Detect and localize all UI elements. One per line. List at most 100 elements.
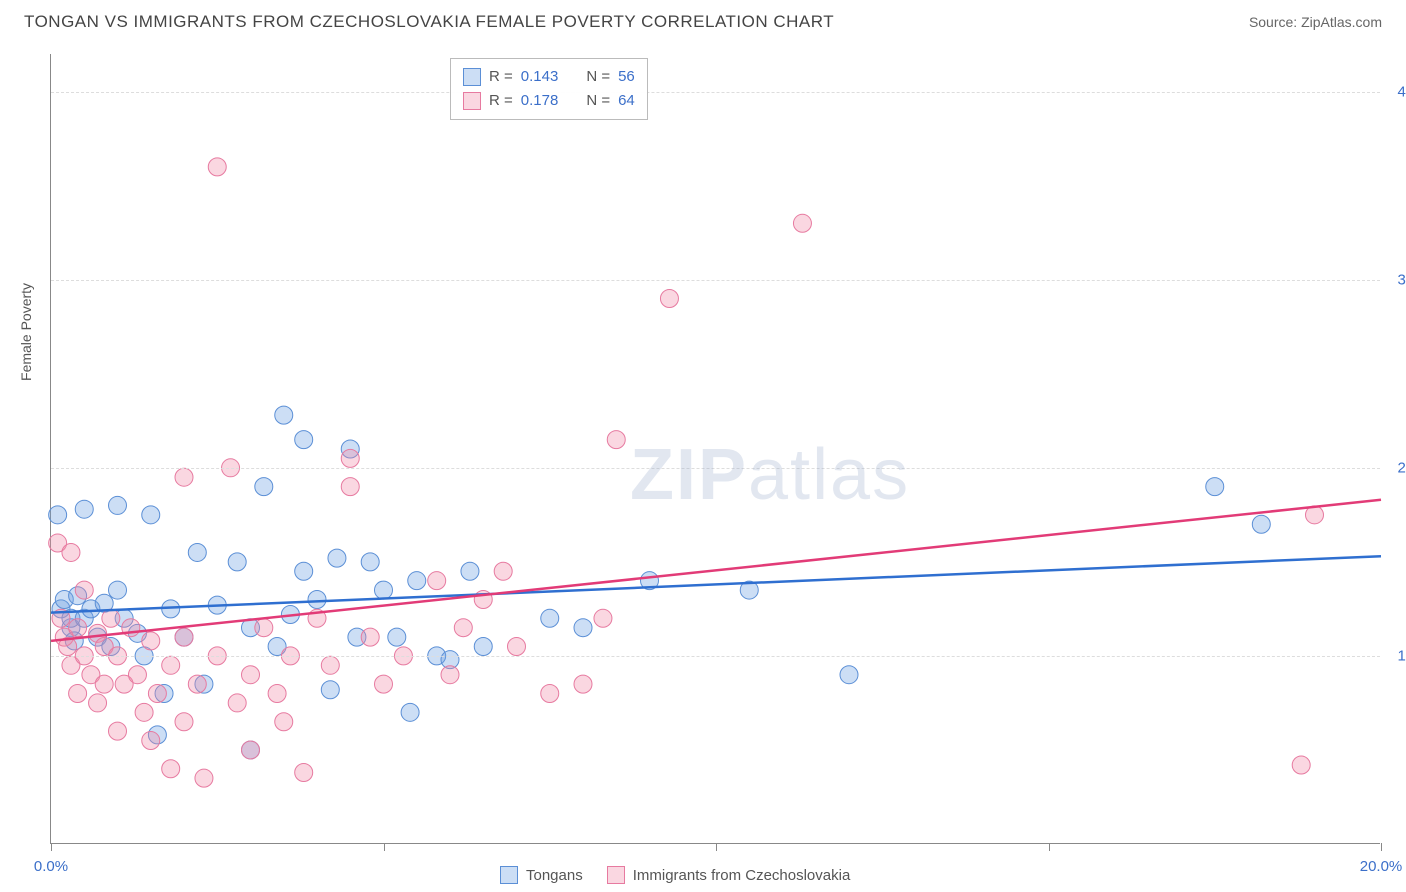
trend-line xyxy=(51,500,1381,641)
data-point xyxy=(109,722,127,740)
data-point xyxy=(541,609,559,627)
data-point xyxy=(388,628,406,646)
r-label: R = xyxy=(489,65,513,89)
x-tick-label: 20.0% xyxy=(1360,858,1403,875)
x-tick xyxy=(1381,843,1382,851)
data-point xyxy=(361,553,379,571)
data-point xyxy=(295,431,313,449)
data-point xyxy=(128,666,146,684)
data-point xyxy=(109,581,127,599)
data-point xyxy=(454,619,472,637)
data-point xyxy=(188,675,206,693)
data-point xyxy=(148,685,166,703)
r-value: 0.143 xyxy=(521,65,559,89)
data-point xyxy=(1252,515,1270,533)
x-tick-label: 0.0% xyxy=(34,858,68,875)
plot-svg xyxy=(51,54,1380,843)
legend-series: Tongans Immigrants from Czechoslovakia xyxy=(500,866,850,884)
data-point xyxy=(574,675,592,693)
data-point xyxy=(793,214,811,232)
data-point xyxy=(142,732,160,750)
data-point xyxy=(175,628,193,646)
n-value: 64 xyxy=(618,89,635,113)
data-point xyxy=(308,590,326,608)
data-point xyxy=(341,478,359,496)
data-point xyxy=(142,506,160,524)
data-point xyxy=(255,619,273,637)
data-point xyxy=(102,609,120,627)
chart-container: 10.0%20.0%30.0%40.0%0.0%20.0% ZIPatlas xyxy=(50,54,1380,844)
gridline-h xyxy=(51,280,1380,281)
n-value: 56 xyxy=(618,65,635,89)
legend-item: Tongans xyxy=(500,866,583,884)
y-tick-label: 10.0% xyxy=(1385,647,1406,664)
trend-line xyxy=(51,556,1381,612)
gridline-h xyxy=(51,92,1380,93)
data-point xyxy=(142,632,160,650)
data-point xyxy=(242,741,260,759)
data-point xyxy=(341,449,359,467)
data-point xyxy=(474,638,492,656)
legend-swatch xyxy=(463,92,481,110)
data-point xyxy=(428,572,446,590)
n-label: N = xyxy=(586,65,610,89)
data-point xyxy=(75,581,93,599)
data-point xyxy=(268,685,286,703)
data-point xyxy=(69,619,87,637)
y-axis-title: Female Poverty xyxy=(18,283,34,381)
chart-title: TONGAN VS IMMIGRANTS FROM CZECHOSLOVAKIA… xyxy=(24,12,834,32)
legend-label: Immigrants from Czechoslovakia xyxy=(633,867,851,884)
data-point xyxy=(275,406,293,424)
legend-swatch xyxy=(607,866,625,884)
legend-row: R = 0.143 N = 56 xyxy=(463,65,635,89)
data-point xyxy=(1292,756,1310,774)
data-point xyxy=(321,656,339,674)
data-point xyxy=(607,431,625,449)
data-point xyxy=(89,694,107,712)
data-point xyxy=(408,572,426,590)
gridline-h xyxy=(51,468,1380,469)
data-point xyxy=(840,666,858,684)
legend-label: Tongans xyxy=(526,867,583,884)
data-point xyxy=(594,609,612,627)
gridline-h xyxy=(51,656,1380,657)
data-point xyxy=(135,703,153,721)
x-tick xyxy=(384,843,385,851)
data-point xyxy=(162,760,180,778)
legend-item: Immigrants from Czechoslovakia xyxy=(607,866,851,884)
legend-swatch xyxy=(463,68,481,86)
data-point xyxy=(375,581,393,599)
data-point xyxy=(574,619,592,637)
data-point xyxy=(328,549,346,567)
data-point xyxy=(195,769,213,787)
data-point xyxy=(441,666,459,684)
plot-area: 10.0%20.0%30.0%40.0%0.0%20.0% xyxy=(50,54,1380,844)
y-tick-label: 40.0% xyxy=(1385,83,1406,100)
data-point xyxy=(175,713,193,731)
data-point xyxy=(321,681,339,699)
header: TONGAN VS IMMIGRANTS FROM CZECHOSLOVAKIA… xyxy=(0,0,1406,40)
n-label: N = xyxy=(586,89,610,113)
data-point xyxy=(49,506,67,524)
data-point xyxy=(228,694,246,712)
data-point xyxy=(375,675,393,693)
data-point xyxy=(461,562,479,580)
data-point xyxy=(95,675,113,693)
data-point xyxy=(541,685,559,703)
data-point xyxy=(275,713,293,731)
data-point xyxy=(62,543,80,561)
legend-row: R = 0.178 N = 64 xyxy=(463,89,635,113)
r-label: R = xyxy=(489,89,513,113)
data-point xyxy=(242,666,260,684)
data-point xyxy=(75,500,93,518)
data-point xyxy=(175,468,193,486)
source-label: Source: ZipAtlas.com xyxy=(1249,14,1382,30)
r-value: 0.178 xyxy=(521,89,559,113)
x-tick xyxy=(51,843,52,851)
data-point xyxy=(228,553,246,571)
data-point xyxy=(401,703,419,721)
legend-correlation: R = 0.143 N = 56 R = 0.178 N = 64 xyxy=(450,58,648,120)
data-point xyxy=(109,496,127,514)
data-point xyxy=(295,764,313,782)
data-point xyxy=(508,638,526,656)
